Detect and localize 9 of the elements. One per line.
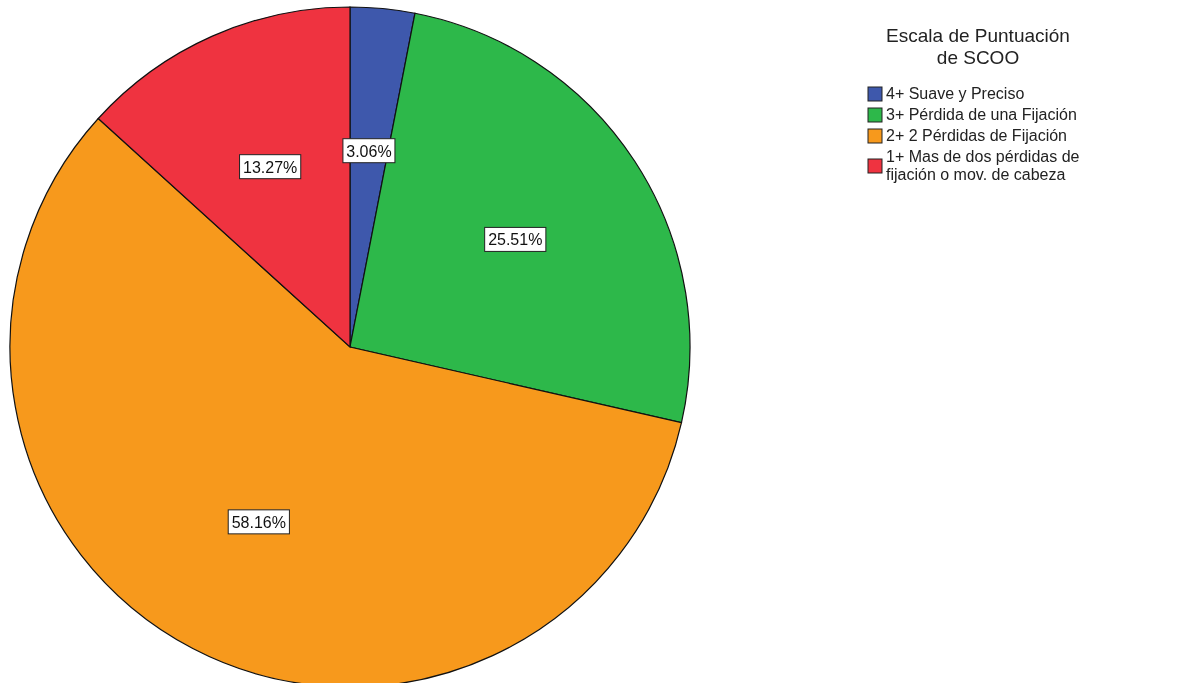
data-label: 13.27% xyxy=(243,158,298,176)
data-label: 3.06% xyxy=(346,142,392,160)
legend-title: Escala de Puntuación de SCOO xyxy=(886,25,1070,68)
legend-label: 2+ 2 Pérdidas de Fijación xyxy=(886,127,1067,144)
legend-label: 1+ Mas de dos pérdidas de fijación o mov. de cabeza xyxy=(886,148,1080,183)
legend-label: 4+ Suave y Preciso xyxy=(886,85,1025,102)
data-label: 58.16% xyxy=(231,513,286,531)
legend-label: 3+ Pérdida de una Fijación xyxy=(886,106,1077,123)
data-label: 25.51% xyxy=(488,231,543,249)
